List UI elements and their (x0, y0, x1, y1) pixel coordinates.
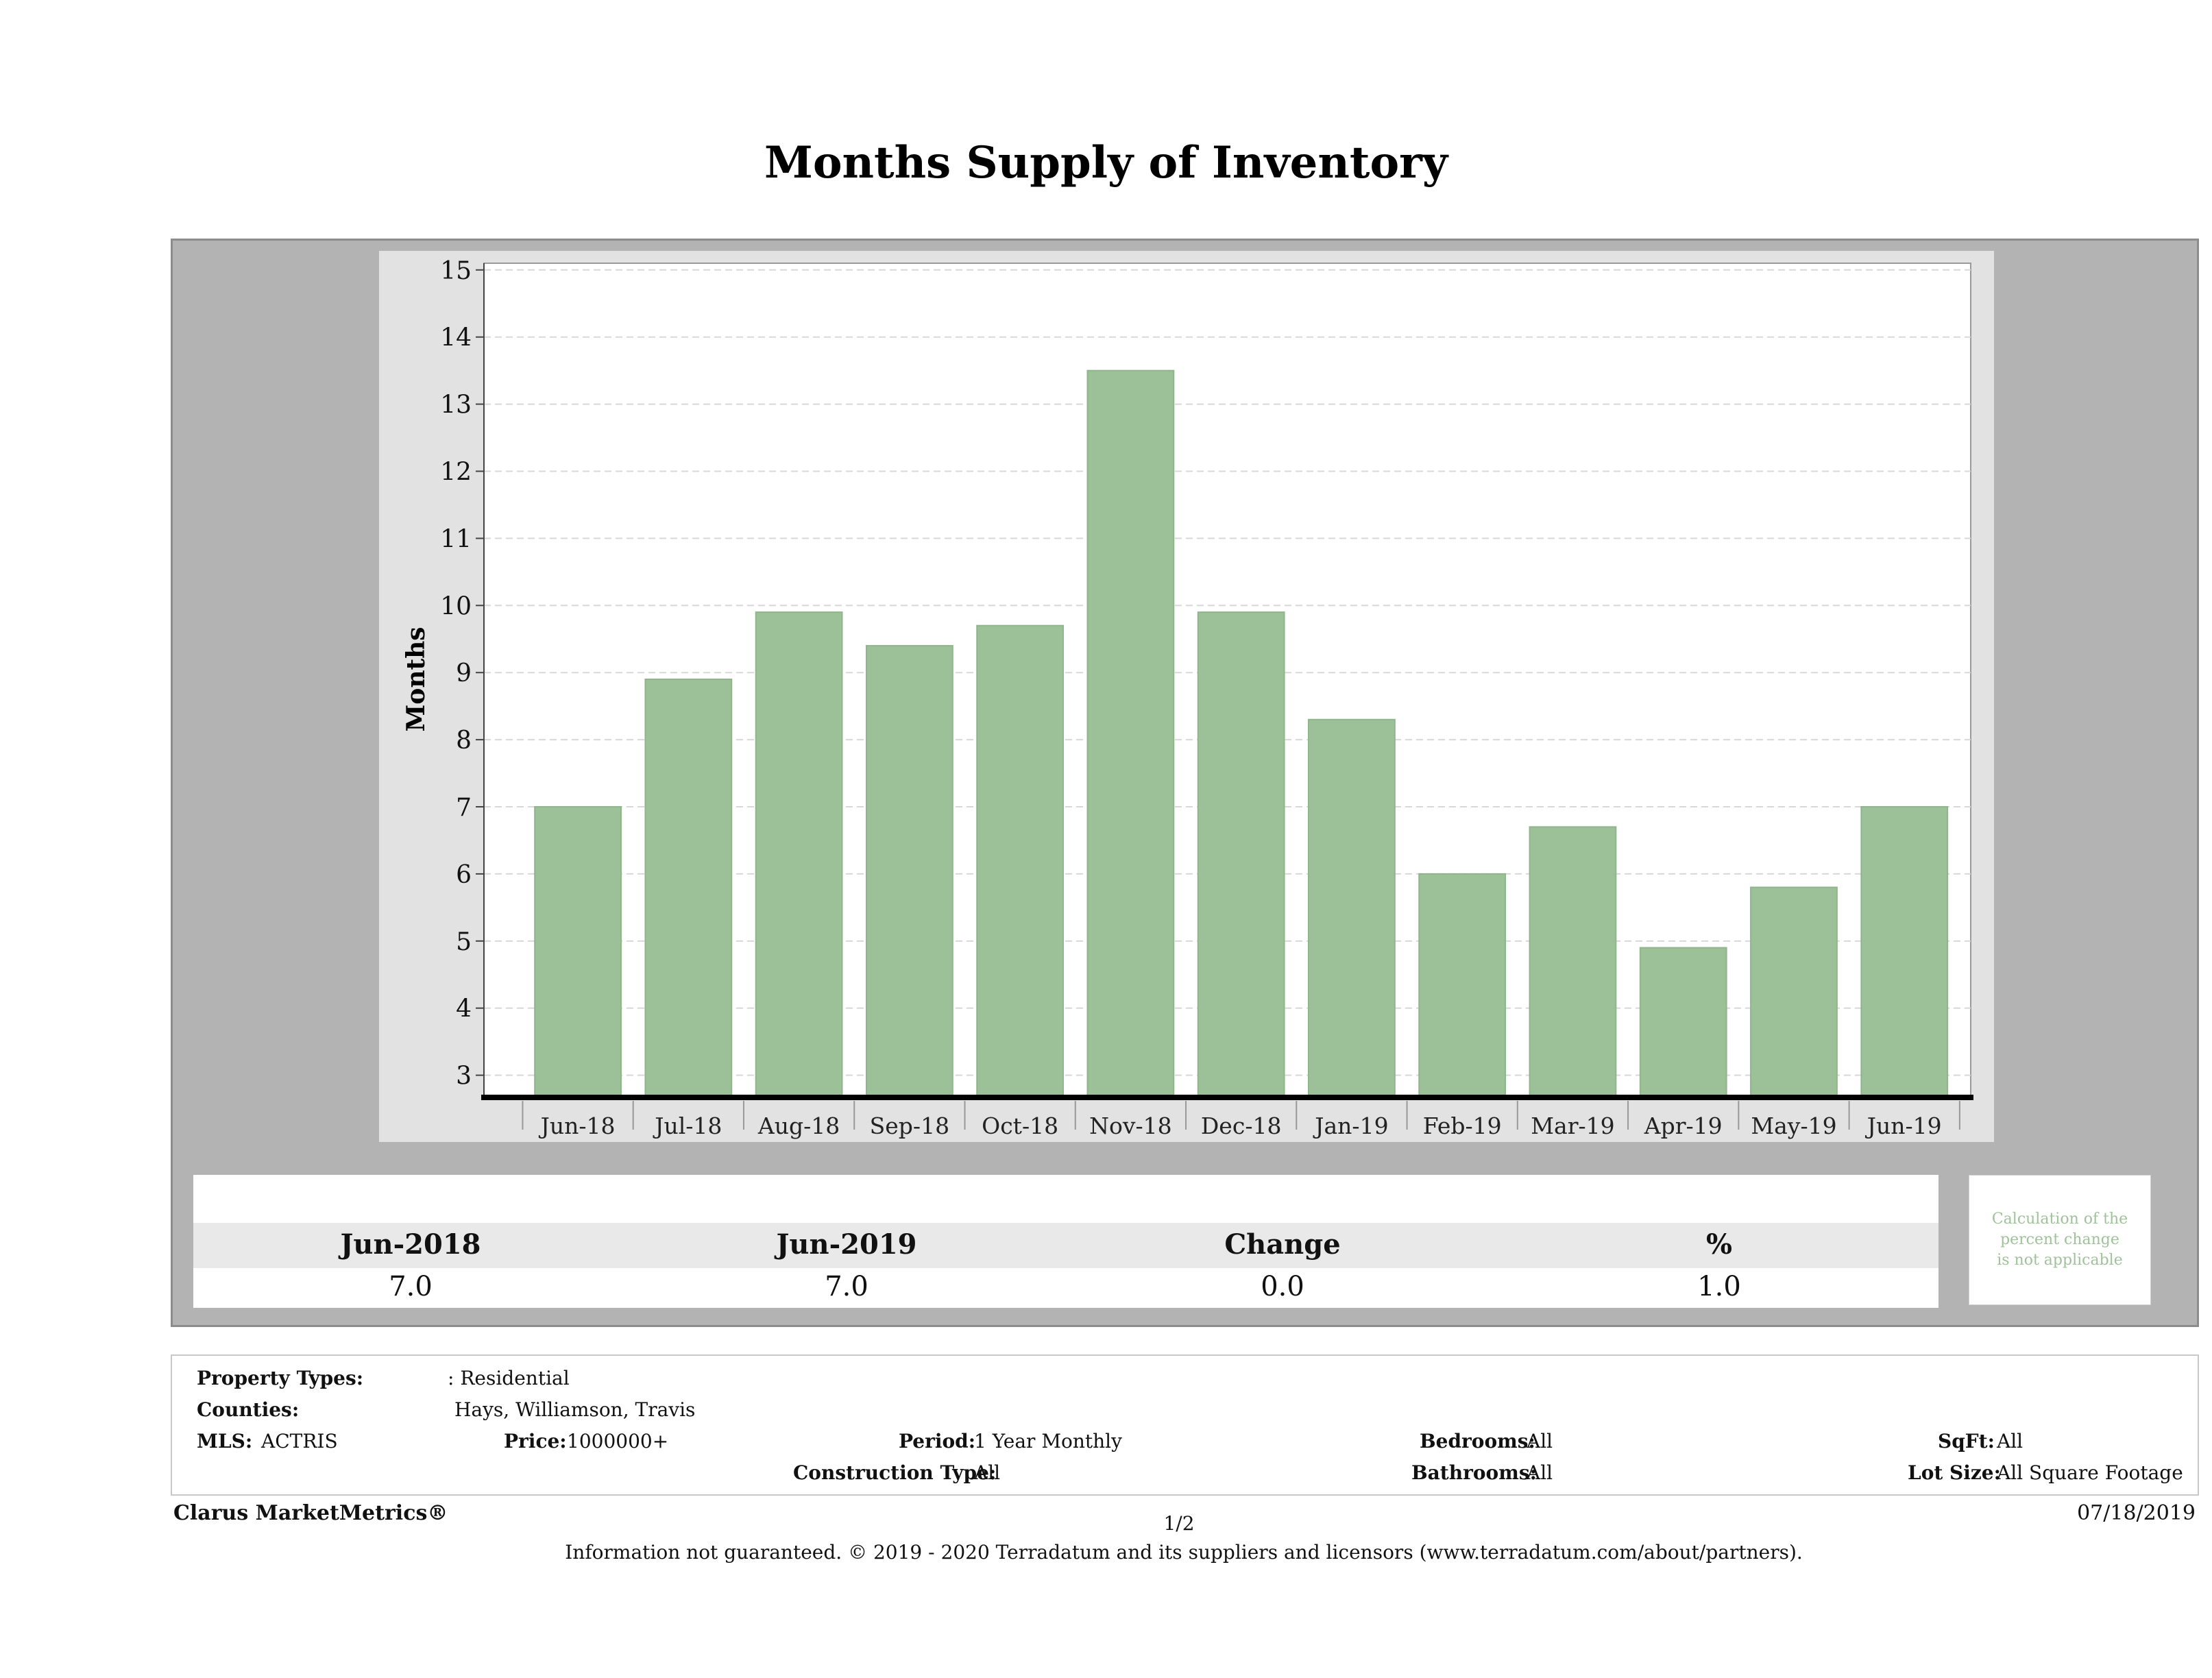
bedrooms-value: All (1527, 1430, 1553, 1452)
period-value: 1 Year Monthly (974, 1430, 1122, 1452)
mls-value: ACTRIS (261, 1430, 338, 1452)
y-tick-label: 14 (440, 324, 472, 352)
stat-header-end: Jun-2019 (776, 1228, 917, 1261)
percent-change-note: Calculation of the percent change is not… (1969, 1175, 2151, 1305)
stats-value-row: 7.0 7.0 0.0 1.0 (193, 1268, 1938, 1308)
bar-chart: 3 4 5 6 7 8 9 10 11 12 13 14 15 Jun-18 Jul-18 Aug-18 Sep… (402, 257, 1973, 1139)
bar-dec-18 (1197, 611, 1285, 1096)
sqft-value: All (1997, 1430, 2023, 1452)
y-tick-label: 12 (440, 459, 472, 487)
x-tick-label: Oct-18 (982, 1112, 1058, 1139)
y-tick-label: 10 (440, 592, 472, 620)
stat-header-change: Change (1224, 1228, 1341, 1261)
counties-value: Hays, Williamson, Travis (454, 1398, 696, 1421)
property-types-value: : Residential (448, 1367, 570, 1389)
x-tick-label: Sep-18 (870, 1112, 949, 1139)
stats-strip (193, 1175, 1938, 1223)
sqft-label: SqFt: (1938, 1430, 1995, 1452)
page-number: 1/2 (1163, 1512, 1195, 1535)
price-label: Price: (504, 1430, 567, 1452)
property-types-label: Property Types: (197, 1367, 364, 1389)
x-tick-label: Jul-18 (653, 1112, 722, 1139)
lot-size-value: All Square Footage (1997, 1461, 2183, 1484)
y-tick-label: 11 (440, 525, 472, 553)
x-tick-label: Jun-18 (539, 1112, 616, 1139)
stat-header-start: Jun-2018 (340, 1228, 481, 1261)
stat-value-start: 7.0 (389, 1271, 433, 1302)
price-value: 1000000+ (567, 1430, 669, 1452)
x-tick-label: Dec-18 (1201, 1112, 1282, 1139)
bar-nov-18 (1086, 369, 1175, 1097)
construction-type-label: Construction Type: (793, 1461, 997, 1484)
x-tick-label: Nov-18 (1089, 1112, 1172, 1139)
bar-sep-18 (865, 645, 953, 1096)
stat-value-change: 0.0 (1261, 1271, 1304, 1302)
bar-aug-18 (755, 611, 843, 1096)
y-tick-label: 7 (456, 794, 472, 822)
footer-disclaimer: Information not guaranteed. © 2019 - 202… (565, 1541, 1803, 1564)
bar-jul-18 (644, 679, 733, 1096)
y-tick-label: 8 (456, 727, 472, 755)
mls-label: MLS: (197, 1430, 253, 1452)
bar-jun-19 (1860, 806, 1949, 1096)
y-axis-label: Months (402, 627, 430, 731)
y-tick-label: 3 (456, 1062, 472, 1091)
note-line-1: Calculation of the (1991, 1211, 2128, 1228)
filters-box: Property Types: : Residential Counties: … (171, 1354, 2199, 1496)
y-tick-label: 4 (456, 995, 472, 1023)
note-line-2: percent change (2000, 1231, 2119, 1248)
report-date: 07/18/2019 (2077, 1501, 2196, 1525)
y-tick-label: 13 (440, 391, 472, 420)
stats-header-row: Jun-2018 Jun-2019 Change % (193, 1223, 1938, 1268)
y-tick-label: 5 (456, 928, 472, 956)
x-tick-label: Jan-19 (1313, 1112, 1388, 1139)
bathrooms-label: Bathrooms: (1411, 1461, 1537, 1484)
bedrooms-label: Bedrooms: (1420, 1430, 1535, 1452)
y-tick-label: 6 (456, 861, 472, 889)
bar-jun-18 (534, 806, 622, 1096)
bar-apr-19 (1639, 947, 1727, 1097)
stat-value-percent: 1.0 (1697, 1271, 1741, 1302)
y-tick-label: 9 (456, 659, 472, 688)
bar-mar-19 (1529, 826, 1617, 1096)
bar-oct-18 (976, 624, 1065, 1096)
x-tick-label: Feb-19 (1423, 1112, 1502, 1139)
x-tick-label: Aug-18 (757, 1112, 840, 1139)
x-tick-label: Apr-19 (1644, 1112, 1723, 1139)
page-title: Months Supply of Inventory (764, 137, 1448, 189)
x-tick-label: May-19 (1751, 1112, 1836, 1139)
x-tick-label: Jun-19 (1865, 1112, 1942, 1139)
bar-may-19 (1750, 886, 1838, 1096)
bar-jan-19 (1308, 718, 1396, 1096)
footer-brand: Clarus MarketMetrics® (173, 1501, 448, 1525)
plot-frame: 3 4 5 6 7 8 9 10 11 12 13 14 15 Jun-18 Jul-18 Aug-18 Sep… (379, 251, 1994, 1142)
bathrooms-value: All (1527, 1461, 1553, 1484)
lot-size-label: Lot Size: (1908, 1461, 2001, 1484)
x-tick-label: Mar-19 (1531, 1112, 1614, 1139)
construction-type-value: All (974, 1461, 1001, 1484)
counties-label: Counties: (197, 1398, 300, 1421)
stat-header-percent: % (1705, 1228, 1732, 1261)
stat-value-end: 7.0 (825, 1271, 868, 1302)
y-tick-label: 15 (440, 257, 472, 285)
note-line-3: is not applicable (1997, 1252, 2123, 1269)
period-label: Period: (899, 1430, 976, 1452)
bar-feb-19 (1418, 873, 1507, 1097)
